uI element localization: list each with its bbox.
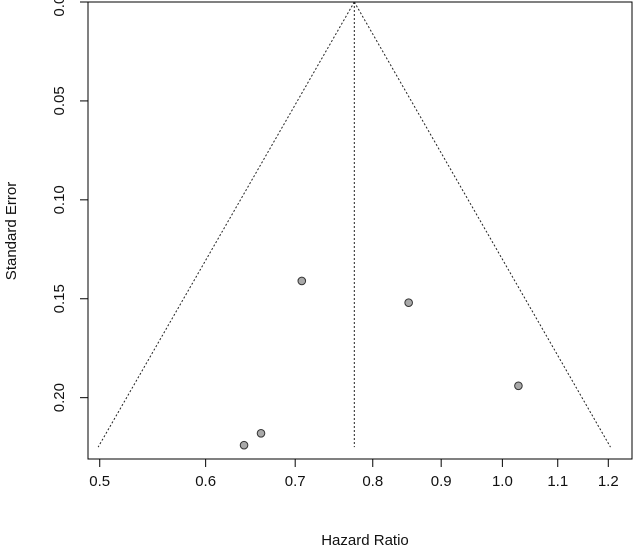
x-tick-label: 0.6 (195, 473, 216, 490)
y-axis: 0.00 0.05 0.10 0.15 0.20 (51, 0, 89, 412)
x-tick-label: 0.9 (431, 473, 452, 490)
y-tick-label: 0.10 (51, 185, 68, 214)
study-point (297, 276, 307, 286)
x-axis-title: Hazard Ratio (321, 532, 409, 549)
study-point (514, 381, 523, 391)
funnel-right-bound (353, 1, 611, 448)
y-tick-label: 0.05 (51, 86, 68, 115)
x-tick-label: 0.5 (89, 473, 110, 490)
funnel-lines (97, 1, 611, 448)
x-tick-label: 0.8 (362, 473, 383, 490)
y-axis-title: Standard Error (3, 182, 20, 280)
x-tick-label: 0.7 (285, 473, 306, 490)
study-points (239, 276, 523, 450)
study-point (404, 298, 413, 308)
study-point (256, 428, 266, 438)
x-tick-label: 1.0 (492, 473, 513, 490)
funnel-left-bound (97, 1, 355, 448)
x-axis: 0.5 0.6 0.7 0.8 0.9 1.0 1.1 1.2 (89, 458, 619, 490)
x-tick-label: 1.1 (547, 473, 568, 490)
y-tick-label: 0.20 (51, 383, 68, 412)
x-tick-label: 1.2 (598, 473, 619, 490)
plot-frame (87, 1, 633, 460)
y-tick-label: 0.00 (51, 0, 68, 17)
study-point (239, 440, 249, 450)
y-tick-label: 0.15 (51, 284, 68, 313)
